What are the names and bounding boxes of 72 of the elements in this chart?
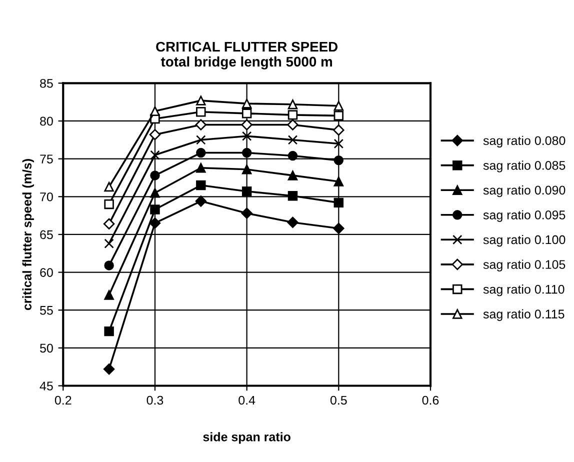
- point: [288, 110, 298, 120]
- point: [242, 148, 252, 158]
- legend-label: sag ratio 0.105: [483, 260, 566, 272]
- y-tick-label: 60: [40, 268, 53, 277]
- legend-label: sag ratio 0.115: [483, 309, 564, 321]
- point: [242, 108, 252, 118]
- legend-label: sag ratio 0.080: [483, 136, 566, 148]
- point: [288, 150, 298, 161]
- x-tick-label: 0.2: [54, 396, 72, 405]
- point: [334, 198, 344, 208]
- point: [104, 238, 114, 248]
- x-tick-label: 0.4: [238, 396, 256, 405]
- legend-label: sag ratio 0.095: [483, 210, 566, 222]
- point: [149, 129, 161, 140]
- y-tick-label: 75: [40, 154, 53, 164]
- x-tick-label: 0.6: [422, 396, 439, 405]
- point: [196, 163, 206, 173]
- point: [241, 119, 252, 130]
- point: [150, 188, 160, 198]
- y-tick-label: 45: [40, 382, 53, 390]
- point: [287, 119, 298, 130]
- point: [149, 218, 161, 229]
- point: [196, 180, 206, 190]
- point: [334, 155, 344, 166]
- point: [150, 150, 160, 160]
- point: [242, 186, 252, 196]
- point: [288, 99, 298, 110]
- y-tick-label: 65: [40, 230, 53, 240]
- legend-label: sag ratio 0.090: [483, 185, 566, 198]
- legend-label: sag ratio 0.100: [483, 234, 566, 247]
- point: [196, 135, 206, 145]
- x-tick-label: 0.3: [146, 396, 164, 405]
- x-tick-label: 0.5: [330, 396, 347, 405]
- point: [103, 364, 115, 375]
- point: [104, 260, 114, 270]
- point: [334, 176, 344, 186]
- point: [103, 218, 115, 230]
- point: [150, 204, 160, 214]
- y-tick-label: 50: [40, 344, 53, 353]
- point: [333, 124, 344, 136]
- y-tick-label: 80: [40, 116, 53, 126]
- point: [195, 119, 207, 130]
- point: [196, 148, 206, 158]
- point: [287, 216, 298, 228]
- point: [196, 107, 206, 117]
- x-axis-title: side span ratio: [203, 432, 290, 444]
- chart-title: CRITICAL FLUTTER SPEED total bridge length 5000 m: [156, 42, 338, 70]
- y-tick-label: 55: [40, 306, 53, 315]
- point: [104, 182, 114, 192]
- point: [288, 170, 298, 180]
- y-tick-label: 70: [40, 192, 53, 202]
- point: [242, 131, 252, 141]
- point: [104, 290, 114, 300]
- point: [195, 196, 207, 207]
- point: [334, 138, 344, 149]
- point: [196, 96, 206, 106]
- point: [104, 199, 114, 210]
- point: [334, 100, 344, 111]
- y-axis-title: critical flutter speed (m/s): [22, 159, 34, 310]
- point: [242, 164, 252, 174]
- point: [242, 98, 252, 108]
- legend-label: sag ratio 0.110: [483, 284, 564, 296]
- point: [104, 326, 114, 336]
- point: [241, 208, 252, 219]
- point: [150, 170, 160, 180]
- legend-label: sag ratio 0.085: [483, 160, 566, 172]
- point: [288, 135, 298, 145]
- point: [333, 222, 344, 234]
- point: [150, 106, 160, 116]
- y-tick-label: 85: [40, 78, 53, 88]
- point: [334, 110, 344, 121]
- point: [288, 191, 298, 201]
